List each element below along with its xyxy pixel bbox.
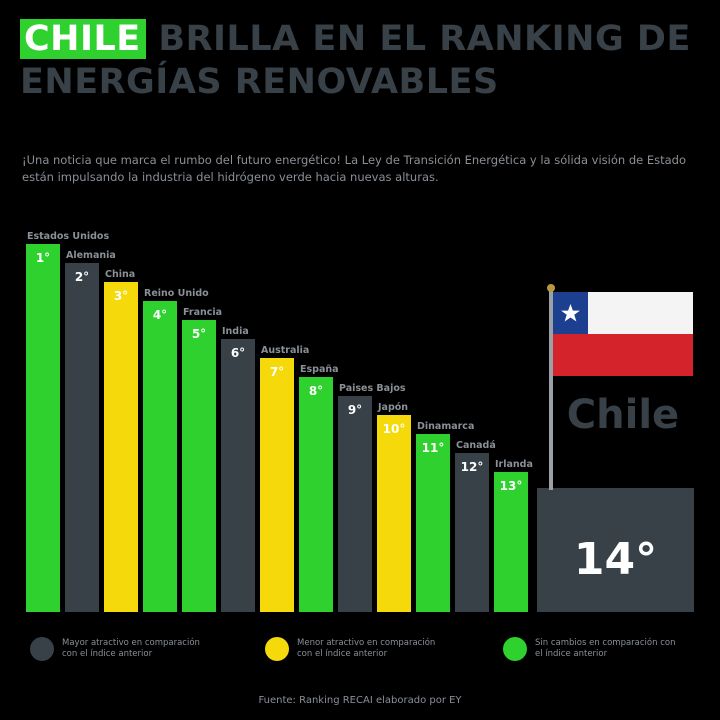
rank-label-espana: 8°: [309, 384, 323, 398]
rank-label-india: 6°: [231, 346, 245, 360]
bar-francia: [182, 320, 216, 612]
rank-label-australia: 7°: [270, 365, 284, 379]
legend-item-gray: Mayor atractivo en comparación con el ín…: [30, 634, 212, 664]
category-label-francia: Francia: [183, 307, 222, 318]
category-label-paises-bajos: Paises Bajos: [339, 383, 406, 394]
bars-group: 1° Estados Unidos 2° Alemania 3° China 4° Reino…: [26, 231, 694, 612]
legend-item-green: Sin cambios en comparación con el índice…: [503, 634, 685, 664]
legend-dot-green: [503, 637, 527, 661]
legend-dot-gray: [30, 637, 54, 661]
rank-label-paises-bajos: 9°: [348, 403, 362, 417]
chile-flag-icon: [547, 284, 693, 490]
bar-espana: [299, 377, 333, 612]
legend-item-yellow: Menor atractivo en comparación con el ín…: [265, 634, 447, 664]
category-label-australia: Australia: [261, 345, 309, 356]
bar-chile: [537, 488, 694, 612]
chile-label: Chile: [567, 392, 679, 438]
category-label-espana: España: [300, 364, 339, 375]
rank-label-chile: 14°: [574, 534, 657, 585]
legend-text-gray: Mayor atractivo en comparación con el ín…: [62, 638, 200, 659]
rank-label-japon: 10°: [383, 422, 406, 436]
category-label-japon: Japón: [377, 402, 408, 413]
subtitle: ¡Una noticia que marca el rumbo del futu…: [22, 153, 687, 184]
rank-label-reino-unido: 4°: [153, 308, 167, 322]
category-label-alemania: Alemania: [66, 250, 116, 261]
title-highlight: CHILE: [20, 19, 146, 59]
category-label-canada: Canadá: [456, 440, 496, 451]
legend-dot-yellow: [265, 637, 289, 661]
rank-label-canada: 12°: [461, 460, 484, 474]
bar-china: [104, 282, 138, 612]
bar-alemania: [65, 263, 99, 612]
page-title: CHILE BRILLA EN EL RANKING DE ENERGÍAS R…: [20, 18, 710, 104]
category-label-irlanda: Irlanda: [495, 459, 533, 470]
bar-reino-unido: [143, 301, 177, 612]
rank-label-estados-unidos: 1°: [36, 251, 50, 265]
category-label-reino-unido: Reino Unido: [144, 288, 209, 299]
category-label-india: India: [222, 326, 249, 337]
title-rest: BRILLA EN EL RANKING DE ENERGÍAS RENOVAB…: [20, 19, 691, 102]
bar-japon: [377, 415, 411, 612]
bar-canada: [455, 453, 489, 612]
bar-paises-bajos: [338, 396, 372, 612]
legend-text-yellow: Menor atractivo en comparación con el ín…: [297, 638, 436, 659]
rank-label-dinamarca: 11°: [422, 441, 445, 455]
rank-label-alemania: 2°: [75, 270, 89, 284]
bar-irlanda: [494, 472, 528, 612]
bar-estados-unidos: [26, 244, 60, 612]
bar-dinamarca: [416, 434, 450, 612]
category-label-dinamarca: Dinamarca: [417, 421, 474, 432]
category-label-china: China: [105, 269, 135, 280]
rank-label-irlanda: 13°: [500, 479, 523, 493]
bar-india: [221, 339, 255, 612]
rank-label-china: 3°: [114, 289, 128, 303]
bar-australia: [260, 358, 294, 612]
rank-label-francia: 5°: [192, 327, 206, 341]
source-note: Fuente: Ranking RECAI elaborado por EY: [258, 695, 462, 706]
legend-text-green: Sin cambios en comparación con el índice…: [535, 638, 676, 659]
category-label-estados-unidos: Estados Unidos: [27, 231, 109, 242]
